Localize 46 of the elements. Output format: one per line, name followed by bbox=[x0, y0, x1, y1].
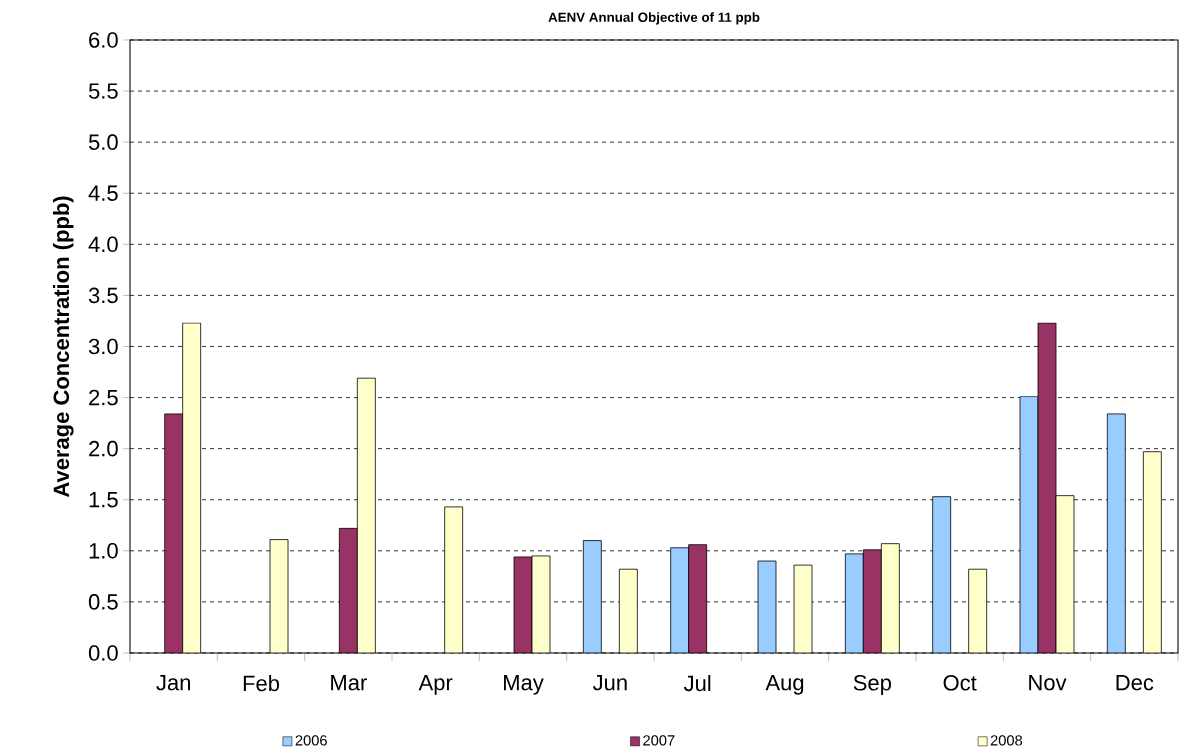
y-tick-label: 0.0 bbox=[88, 645, 118, 661]
bar bbox=[338, 527, 358, 653]
bar bbox=[182, 322, 202, 653]
y-tick-label: 0.5 bbox=[88, 594, 118, 610]
bar bbox=[670, 547, 690, 653]
legend-label: 2007 bbox=[643, 735, 675, 746]
bar bbox=[844, 553, 864, 653]
bar bbox=[1142, 451, 1162, 653]
y-tick-label: 5.0 bbox=[88, 134, 118, 150]
x-tick-label: Apr bbox=[418, 675, 453, 695]
bar bbox=[582, 540, 602, 653]
bar bbox=[618, 568, 638, 653]
y-tick-label: 3.0 bbox=[88, 338, 118, 355]
x-tick-label: Oct bbox=[943, 675, 977, 691]
y-tick-label: 1.0 bbox=[89, 543, 118, 559]
y-axis-title: Average Concentration (ppb) bbox=[52, 196, 74, 498]
x-tick-label: Jul bbox=[683, 675, 711, 692]
y-tick-label: 4.0 bbox=[88, 236, 118, 253]
x-tick-label: Jun bbox=[592, 675, 627, 691]
x-tick-label: Aug bbox=[765, 675, 804, 695]
y-tick-label: 3.5 bbox=[88, 287, 118, 304]
y-tick-label: 4.5 bbox=[88, 185, 118, 201]
bar bbox=[968, 568, 988, 653]
bar bbox=[164, 413, 184, 653]
bar bbox=[356, 377, 376, 653]
bar bbox=[880, 543, 900, 653]
y-tick-label: 1.5 bbox=[89, 492, 118, 508]
x-tick-label: Nov bbox=[1029, 675, 1067, 691]
x-tick-label: Sep bbox=[853, 675, 891, 695]
x-tick-label: Mar bbox=[331, 675, 367, 691]
bar bbox=[932, 496, 952, 653]
chart-title: AENV Annual Objective of 11 ppb bbox=[548, 12, 760, 25]
legend-label: 2008 bbox=[990, 735, 1023, 746]
bar bbox=[444, 506, 464, 653]
y-tick-label: 2.0 bbox=[89, 440, 118, 457]
bar bbox=[1106, 413, 1126, 653]
x-tick-label: Jan bbox=[156, 675, 190, 691]
x-tick-label: Dec bbox=[1116, 675, 1154, 691]
y-tick-label: 6.0 bbox=[89, 32, 118, 48]
y-tick-label: 5.5 bbox=[88, 83, 118, 99]
x-tick-label: May bbox=[504, 675, 544, 695]
x-tick-label: Feb bbox=[243, 675, 280, 692]
y-tick-label: 2.5 bbox=[89, 389, 118, 406]
legend-label: 2006 bbox=[295, 735, 327, 746]
bar bbox=[862, 549, 882, 653]
bar bbox=[688, 544, 708, 653]
